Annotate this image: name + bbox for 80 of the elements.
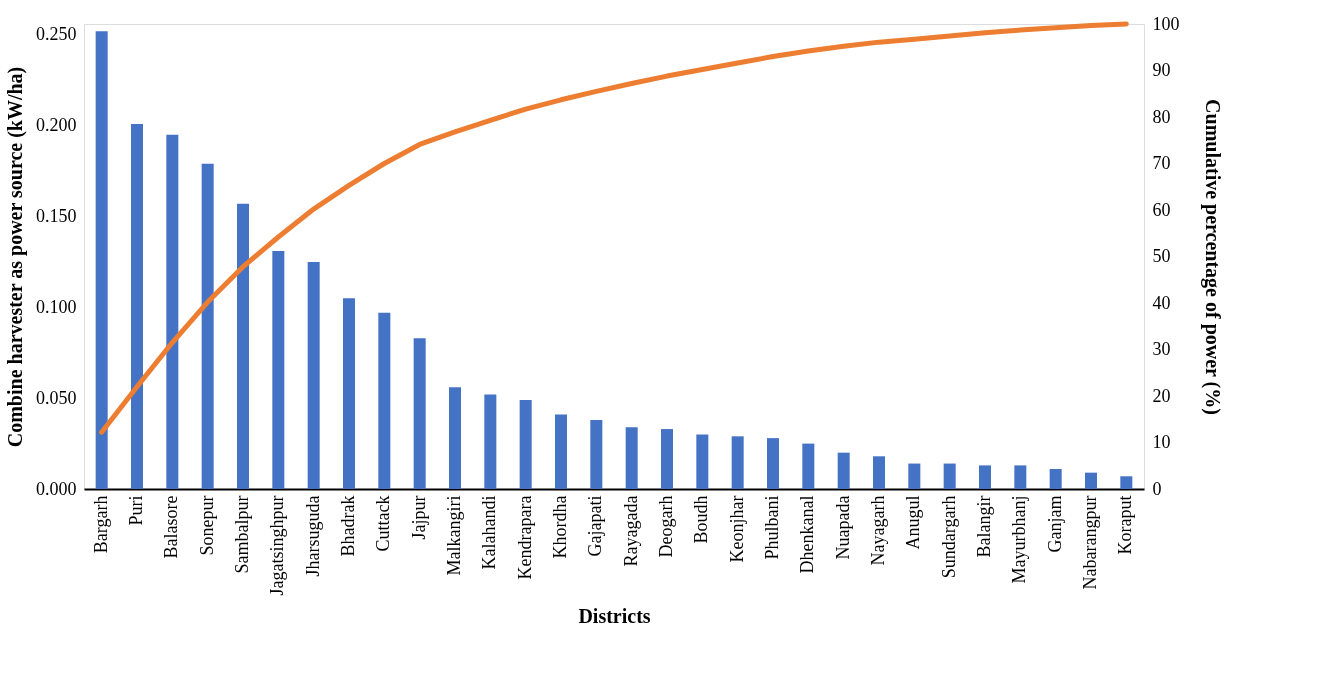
bar [837, 452, 850, 489]
y-tick-label: 0.050 [36, 387, 77, 408]
x-tick-label: Mayurbhanj [1009, 495, 1030, 584]
y2-tick-label: 40 [1152, 292, 1171, 313]
y2-tick-label: 50 [1152, 246, 1171, 266]
bar [590, 419, 603, 489]
y-tick-label: 0.150 [36, 206, 77, 227]
y2-tick-label: 30 [1152, 339, 1171, 359]
x-tick-label: Dhenkanal [797, 495, 818, 574]
bar [307, 261, 320, 489]
y2-tick-label: 80 [1152, 106, 1171, 127]
x-tick-label: Balangir [974, 495, 994, 558]
x-tick-label: Balasore [161, 495, 182, 559]
x-tick-label: Khordha [550, 495, 570, 559]
y2-tick-label: 70 [1152, 153, 1171, 173]
bar [1084, 472, 1098, 489]
x-tick-label: Jajpur [408, 495, 429, 540]
x-tick-label: Kendrapara [514, 495, 535, 580]
x-tick-label: Sambalpur [232, 495, 252, 574]
bar [272, 251, 285, 489]
x-tick-label: Jagatsinghpur [267, 495, 288, 596]
x-tick-label: Phulbani [762, 495, 782, 560]
x-tick-label: Gajapati [585, 495, 606, 557]
bar [378, 312, 391, 489]
bar [802, 443, 815, 489]
bar [413, 338, 426, 489]
y2-tick-label: 90 [1152, 60, 1171, 80]
x-tick-label: Nabarangpur [1080, 495, 1100, 590]
bar [342, 298, 356, 489]
bar [484, 394, 497, 489]
bar [448, 387, 462, 489]
x-tick-label: Bhadrak [338, 495, 358, 557]
bar [978, 465, 992, 489]
x-tick-label: Malkangiri [444, 495, 464, 576]
x-tick-label: Ganjam [1044, 495, 1065, 553]
y2-tick-label: 0 [1152, 478, 1162, 499]
x-tick-label: Kalahandi [479, 495, 500, 570]
x-tick-label: Rayagada [620, 495, 641, 567]
bar [1049, 469, 1062, 489]
y-tick-label: 0.250 [36, 24, 77, 45]
y-axis-title: Combine harvester as power source (kW/ha) [4, 66, 27, 448]
bar [731, 436, 744, 489]
x-tick-label: Boudh [691, 495, 712, 544]
y2-tick-label: 100 [1152, 13, 1180, 34]
x-tick-label: Koraput [1115, 495, 1136, 555]
bar [1014, 465, 1027, 489]
bar [130, 123, 144, 489]
x-tick-label: Nuapada [832, 495, 853, 560]
x-tick-label: Deogarh [656, 495, 676, 558]
bar [625, 427, 638, 489]
bar [943, 463, 956, 489]
x-tick-label: Sonepur [196, 495, 217, 556]
x-tick-label: Keonjhar [726, 495, 747, 563]
bar [236, 203, 250, 489]
x-tick-label: Bargarh [90, 495, 111, 554]
bar [554, 414, 568, 489]
bar [696, 434, 709, 489]
y2-tick-label: 60 [1152, 199, 1171, 220]
bar [1120, 476, 1133, 489]
y2-tick-label: 20 [1152, 385, 1171, 406]
bar [660, 429, 674, 489]
bar [872, 456, 886, 489]
x-tick-label: Sundargarh [938, 495, 959, 579]
y-tick-label: 0.100 [36, 296, 77, 317]
x-tick-label: Anugul [903, 495, 924, 550]
bar [908, 463, 921, 489]
bar [201, 163, 214, 489]
bar [166, 134, 179, 489]
y-tick-label: 0.200 [36, 115, 77, 136]
bar [95, 31, 108, 489]
x-tick-label: Nayagarh [868, 495, 888, 566]
x-tick-label: Puri [126, 495, 146, 526]
x-tick-label: Cuttack [373, 495, 394, 552]
bar [766, 438, 780, 489]
y2-tick-label: 10 [1152, 432, 1171, 452]
x-tick-label: Jharsuguda [302, 495, 323, 577]
x-axis-title: Districts [578, 605, 651, 628]
bar [519, 400, 532, 489]
y2-axis-title: Cumulative percentage of power (%) [1200, 99, 1224, 415]
y-tick-label: 0.000 [36, 478, 77, 499]
